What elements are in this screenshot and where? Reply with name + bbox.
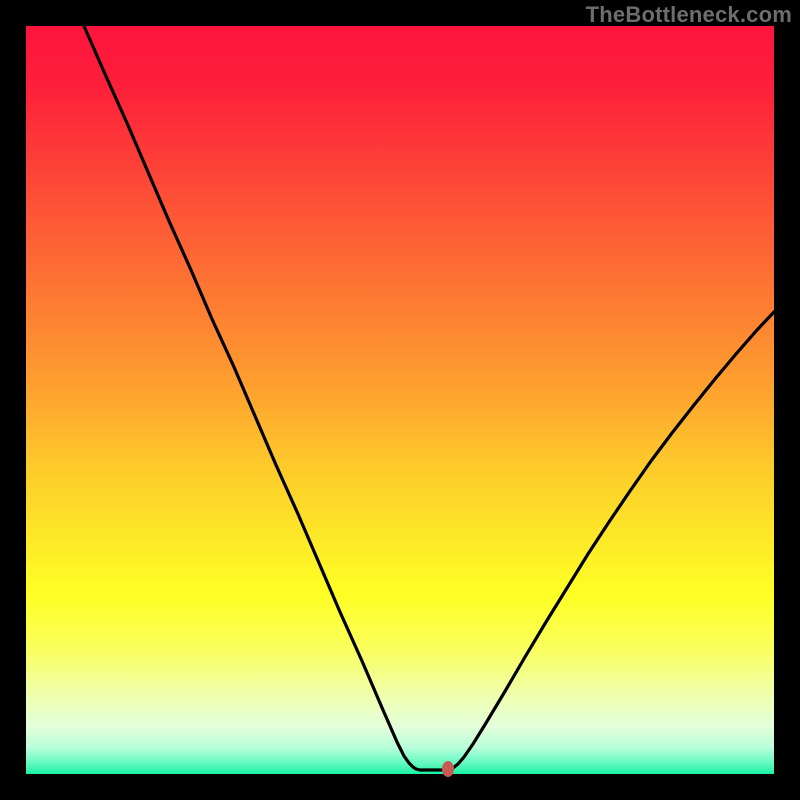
gradient-background xyxy=(26,26,774,774)
watermark-text: TheBottleneck.com xyxy=(586,2,792,28)
optimal-point-marker xyxy=(442,761,454,777)
chart-svg xyxy=(0,0,800,800)
chart-frame: TheBottleneck.com xyxy=(0,0,800,800)
